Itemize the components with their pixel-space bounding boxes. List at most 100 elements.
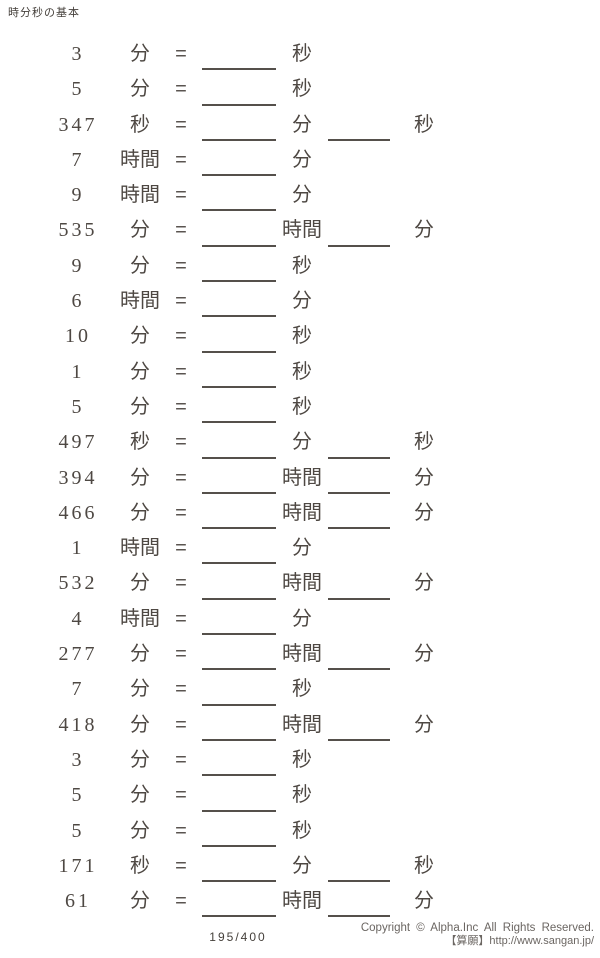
problem-row: 10 分 = 秒 [0, 319, 600, 354]
answer-unit-1: 時間 [282, 713, 322, 736]
problem-value: 7 [71, 678, 85, 701]
answer-blank-1 [202, 809, 276, 812]
answer-unit-1: 分 [292, 607, 312, 630]
answer-unit-1: 時間 [282, 572, 322, 595]
answer-blank-1 [202, 174, 276, 177]
problem-value: 61 [65, 890, 91, 913]
problem-row: 5 分 = 秒 [0, 778, 600, 813]
equals-sign: = [175, 395, 187, 418]
answer-blank-2 [328, 915, 390, 918]
problem-value: 4 [71, 607, 85, 630]
equals-sign: = [175, 360, 187, 383]
answer-unit-1: 秒 [292, 819, 312, 842]
answer-blank-2 [328, 456, 390, 459]
answer-unit-1: 秒 [292, 78, 312, 101]
answer-blank-2 [328, 738, 390, 741]
equals-sign: = [175, 43, 187, 65]
answer-unit-1: 秒 [292, 360, 312, 383]
problem-value: 10 [65, 325, 91, 348]
problem-row: 9 分 = 秒 [0, 249, 600, 284]
equals-sign: = [175, 501, 187, 524]
answer-unit-1: 分 [292, 537, 312, 560]
answer-unit-1: 秒 [292, 678, 312, 701]
answer-blank-1 [202, 491, 276, 494]
problem-value: 347 [58, 113, 98, 136]
answer-blank-1 [202, 527, 276, 530]
equals-sign: = [175, 713, 187, 736]
equals-sign: = [175, 607, 187, 630]
problem-unit: 時間 [120, 148, 160, 171]
problem-unit: 時間 [120, 290, 160, 313]
problem-unit: 分 [130, 395, 150, 418]
problem-unit: 時間 [120, 184, 160, 207]
problem-row: 5 分 = 秒 [0, 390, 600, 425]
answer-blank-2 [328, 527, 390, 530]
problem-value: 6 [71, 290, 85, 313]
equals-sign: = [175, 431, 187, 454]
answer-unit-1: 秒 [292, 254, 312, 277]
answer-blank-1 [202, 915, 276, 918]
answer-unit-1: 分 [292, 290, 312, 313]
equals-sign: = [175, 78, 187, 101]
problem-row: 418 分 = 時間 分 [0, 708, 600, 743]
page-number: 195/400 [209, 930, 267, 944]
equals-sign: = [175, 890, 187, 913]
problem-unit: 分 [130, 43, 150, 65]
problem-row: 532 分 = 時間 分 [0, 566, 600, 601]
answer-blank-1 [202, 456, 276, 459]
problem-unit: 秒 [130, 113, 150, 136]
problem-value: 3 [71, 748, 85, 771]
equals-sign: = [175, 184, 187, 207]
problem-value: 418 [58, 713, 98, 736]
problem-row: 61 分 = 時間 分 [0, 884, 600, 919]
answer-blank-1 [202, 633, 276, 636]
problem-unit: 分 [130, 360, 150, 383]
answer-unit-1: 秒 [292, 395, 312, 418]
problem-value: 535 [58, 219, 98, 242]
answer-blank-1 [202, 209, 276, 212]
equals-sign: = [175, 290, 187, 313]
problem-unit: 時間 [120, 537, 160, 560]
equals-sign: = [175, 572, 187, 595]
answer-unit-1: 分 [292, 854, 312, 877]
problem-unit: 時間 [120, 607, 160, 630]
answer-unit-1: 分 [292, 431, 312, 454]
problem-row: 535 分 = 時間 分 [0, 213, 600, 248]
problem-value: 7 [71, 148, 85, 171]
problem-value: 5 [71, 78, 85, 101]
answer-unit-1: 分 [292, 148, 312, 171]
answer-blank-1 [202, 703, 276, 706]
problem-unit: 分 [130, 501, 150, 524]
problem-row: 3 分 = 秒 [0, 37, 600, 72]
problem-row: 1 時間 = 分 [0, 531, 600, 566]
answer-unit-2: 分 [414, 890, 434, 913]
equals-sign: = [175, 219, 187, 242]
equals-sign: = [175, 854, 187, 877]
problem-value: 5 [71, 395, 85, 418]
problem-value: 5 [71, 819, 85, 842]
problem-unit: 分 [130, 678, 150, 701]
problem-unit: 分 [130, 819, 150, 842]
problem-unit: 分 [130, 643, 150, 666]
problem-unit: 分 [130, 219, 150, 242]
answer-blank-1 [202, 280, 276, 283]
answer-unit-1: 時間 [282, 466, 322, 489]
problem-row: 5 分 = 秒 [0, 814, 600, 849]
page-title: 時分秒の基本 [8, 7, 80, 19]
answer-blank-1 [202, 880, 276, 883]
problem-unit: 秒 [130, 431, 150, 454]
problem-value: 171 [58, 854, 98, 877]
answer-blank-1 [202, 244, 276, 247]
problem-row: 3 分 = 秒 [0, 743, 600, 778]
answer-blank-1 [202, 350, 276, 353]
answer-unit-2: 秒 [414, 431, 434, 454]
problem-unit: 分 [130, 748, 150, 771]
answer-unit-1: 時間 [282, 219, 322, 242]
problem-row: 6 時間 = 分 [0, 284, 600, 319]
answer-unit-2: 分 [414, 501, 434, 524]
answer-blank-2 [328, 244, 390, 247]
answer-blank-1 [202, 103, 276, 106]
answer-unit-1: 時間 [282, 501, 322, 524]
problem-row: 4 時間 = 分 [0, 602, 600, 637]
